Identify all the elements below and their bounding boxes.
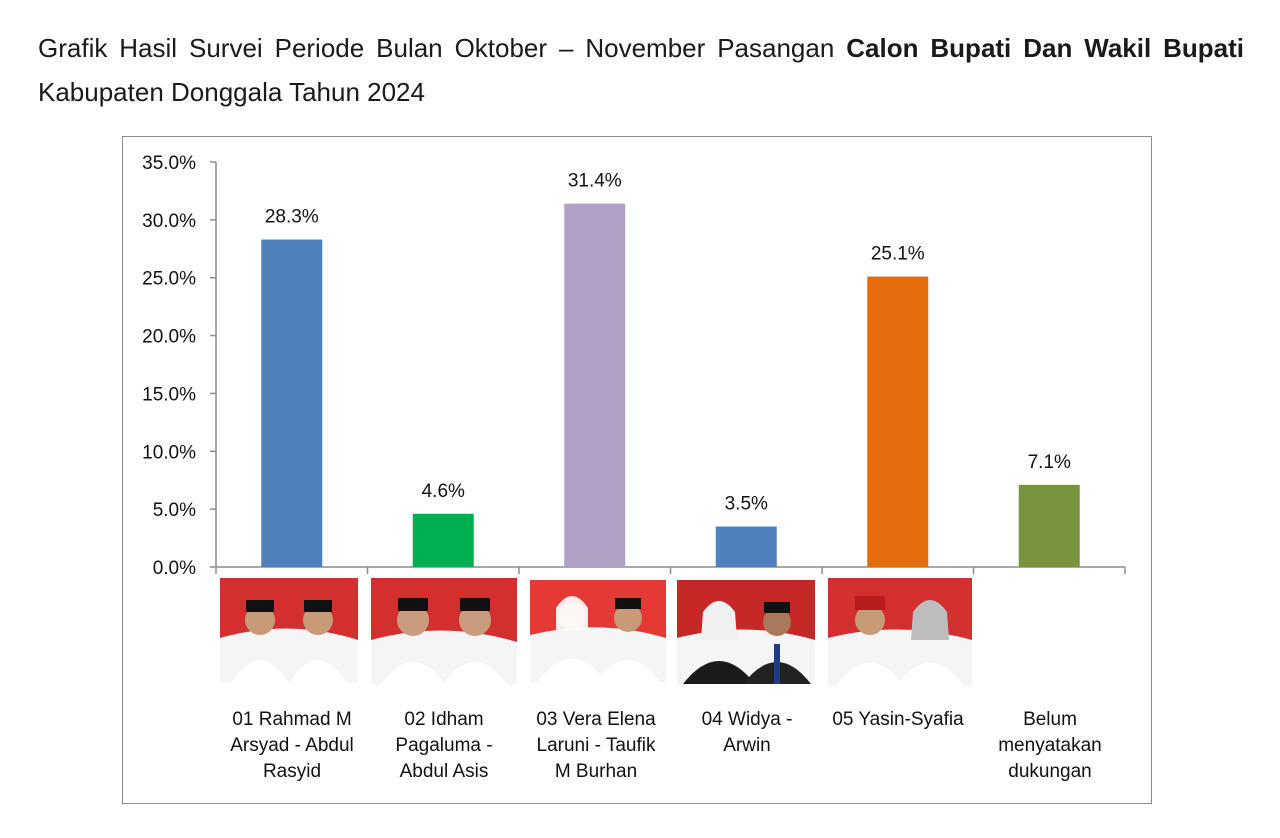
bar-5 xyxy=(867,276,929,567)
y-tick-label: 0.0% xyxy=(153,558,196,579)
bar-2 xyxy=(412,513,474,567)
y-tick-label: 10.0% xyxy=(142,442,196,463)
y-tick-label: 15.0% xyxy=(142,384,196,405)
y-tick-label: 35.0% xyxy=(142,153,196,174)
y-tick-label: 30.0% xyxy=(142,211,196,232)
data-label-6: 7.1% xyxy=(1028,452,1071,473)
data-label-4: 3.5% xyxy=(725,494,768,515)
bar-4 xyxy=(715,526,777,567)
x-tick-label-03: 03 Vera Elena Laruni - Taufik M Burhan xyxy=(536,709,656,782)
x-tick-label-04: 04 Widya - Arwin xyxy=(701,709,793,756)
y-tick-label: 20.0% xyxy=(142,327,196,348)
x-tick-label-05: 05 Yasin-Syafia xyxy=(832,709,964,730)
data-label-1: 28.3% xyxy=(265,207,319,228)
candidate-photo-01 xyxy=(220,578,358,682)
candidate-photo-04 xyxy=(677,580,815,684)
data-label-2: 4.6% xyxy=(422,481,465,502)
candidate-photo-02 xyxy=(371,578,517,684)
chart-title: Grafik Hasil Survei Periode Bulan Oktobe… xyxy=(38,26,1244,114)
x-tick-label-06: Belum menyatakan dukungan xyxy=(998,709,1102,782)
bar-3 xyxy=(564,203,626,567)
candidate-photo-05 xyxy=(828,578,972,686)
bar-1 xyxy=(261,239,323,567)
title-bold: Calon Bupati Dan Wakil Bupati xyxy=(846,33,1244,63)
data-label-5: 25.1% xyxy=(871,244,925,265)
y-tick-label: 25.0% xyxy=(142,269,196,290)
candidate-photo-03 xyxy=(530,580,666,682)
title-part-1: Grafik Hasil Survei Periode Bulan Oktobe… xyxy=(38,33,847,63)
data-label-3: 31.4% xyxy=(568,171,622,192)
y-tick-label: 5.0% xyxy=(153,500,196,521)
bar-6 xyxy=(1018,484,1080,567)
x-tick-label-01: 01 Rahmad M Arsyad - Abdul Rasyid xyxy=(230,709,354,782)
chart-frame xyxy=(122,136,1152,804)
title-part-2: Kabupaten Donggala Tahun 2024 xyxy=(38,77,425,107)
x-tick-label-02: 02 Idham Pagaluma - Abdul Asis xyxy=(395,709,493,782)
